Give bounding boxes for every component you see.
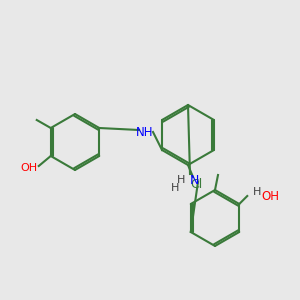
Text: Cl: Cl bbox=[190, 178, 202, 191]
Text: NH: NH bbox=[136, 125, 154, 139]
Text: H: H bbox=[177, 175, 185, 185]
Text: H: H bbox=[171, 183, 179, 193]
Text: H: H bbox=[253, 187, 261, 197]
Text: OH: OH bbox=[261, 190, 279, 202]
Text: N: N bbox=[190, 173, 200, 187]
Text: OH: OH bbox=[20, 163, 37, 173]
